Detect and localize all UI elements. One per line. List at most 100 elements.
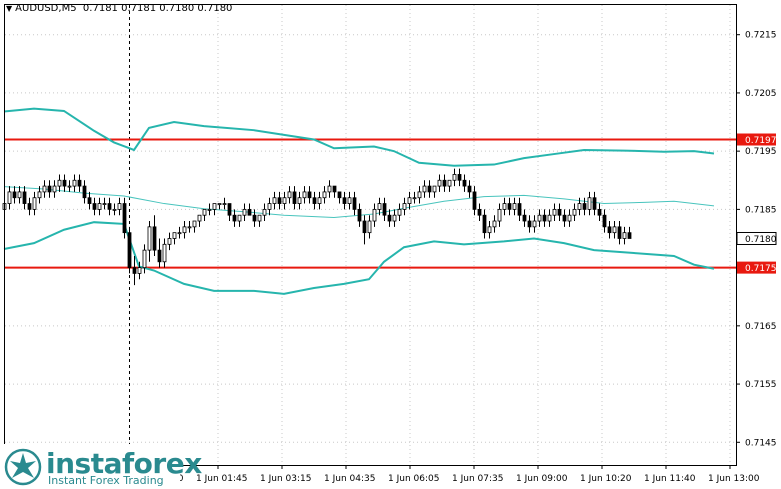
candle-body <box>232 214 237 222</box>
candle <box>557 203 562 222</box>
instaforex-logo: instaforex Instant Forex Trading <box>0 444 202 489</box>
time-tick-label: 1 Jun 06:05 <box>388 474 439 484</box>
candle-body <box>392 214 397 222</box>
level-price-label: 0.7197 <box>745 136 777 146</box>
candle-body <box>497 208 502 222</box>
candle-body <box>57 179 62 187</box>
candle <box>397 203 402 222</box>
candle-body <box>502 203 507 210</box>
candle-body <box>307 191 312 199</box>
candle-body <box>352 197 357 210</box>
candle-body <box>397 208 402 216</box>
symbol-dropdown-triangle-icon: ▼ <box>6 4 13 13</box>
candle <box>222 197 227 210</box>
candle-body <box>32 197 37 210</box>
candle <box>217 203 222 210</box>
candle <box>282 191 287 210</box>
candle <box>577 197 582 216</box>
candle-body <box>527 220 532 228</box>
candle-body <box>617 226 622 239</box>
candle <box>422 180 427 198</box>
candle-body <box>117 203 122 210</box>
candle-body <box>317 197 322 204</box>
candle-body <box>122 203 127 234</box>
candle <box>52 180 57 198</box>
candle <box>387 209 392 227</box>
candle <box>107 197 112 216</box>
candle <box>427 180 432 198</box>
candle <box>367 215 372 239</box>
candle <box>197 214 202 227</box>
candle-body <box>262 208 267 216</box>
candle-body <box>592 197 597 210</box>
candle-body <box>157 249 162 263</box>
candle-body <box>332 185 337 193</box>
candle-body <box>107 203 112 210</box>
candle <box>62 174 67 192</box>
candle <box>512 197 517 216</box>
candle-body <box>312 197 317 204</box>
candle <box>432 185 437 198</box>
candle-body <box>12 191 17 199</box>
candle-body <box>367 220 372 234</box>
candle-body <box>137 267 142 274</box>
candle-body <box>432 185 437 193</box>
level-price-label: 0.7175 <box>745 264 777 274</box>
candle <box>292 186 297 210</box>
candle <box>297 191 302 210</box>
candle <box>437 174 442 192</box>
candle-body <box>172 232 177 239</box>
candle <box>127 226 132 274</box>
candle-body <box>132 267 137 274</box>
candle-body <box>382 203 387 216</box>
candle-body <box>337 191 342 199</box>
candle <box>137 261 142 280</box>
candle <box>622 226 627 245</box>
candle-body <box>207 208 212 211</box>
instaforex-emblem-icon <box>4 448 42 486</box>
candle <box>17 186 22 204</box>
price-axis: 0.7215 0.7205 0.7195 0.7185 0.7175 0.7165 0.71… <box>736 31 777 448</box>
level-price-tag <box>737 133 776 146</box>
candle-body <box>177 232 182 235</box>
bollinger-upper-band <box>3 107 715 167</box>
candle <box>12 186 17 204</box>
candle <box>377 197 382 216</box>
current-price-tag <box>736 231 777 245</box>
candle <box>327 180 332 198</box>
candle-body <box>482 214 487 234</box>
candle-body <box>22 191 27 204</box>
candle-body <box>47 185 52 193</box>
candle-body <box>402 203 407 210</box>
candle <box>347 191 352 210</box>
candle-body <box>552 208 557 216</box>
candle <box>587 191 592 216</box>
candle <box>352 191 357 216</box>
candle <box>482 209 487 239</box>
candle <box>392 209 397 227</box>
candle <box>112 203 117 216</box>
candle-body <box>562 214 567 222</box>
candle <box>312 191 317 210</box>
candle-body <box>187 226 192 229</box>
candle-body <box>77 179 82 187</box>
candle <box>232 209 237 227</box>
price-tick-label: 0.7195 <box>745 147 777 157</box>
candle <box>462 174 467 192</box>
candle <box>547 209 552 227</box>
candle <box>497 203 502 227</box>
candle <box>307 186 312 204</box>
candle <box>182 221 187 239</box>
candle <box>42 180 47 198</box>
time-tick-label: 1 Jun 03:15 <box>260 474 311 484</box>
candle <box>157 238 162 268</box>
candle-body <box>512 203 517 210</box>
candle-body <box>467 185 472 193</box>
support-resistance-levels <box>5 138 736 269</box>
candle <box>7 186 12 210</box>
candle <box>582 197 587 216</box>
candle-body <box>302 191 307 199</box>
candle <box>97 197 102 216</box>
candle-body <box>532 220 537 228</box>
candle-body <box>417 191 422 199</box>
